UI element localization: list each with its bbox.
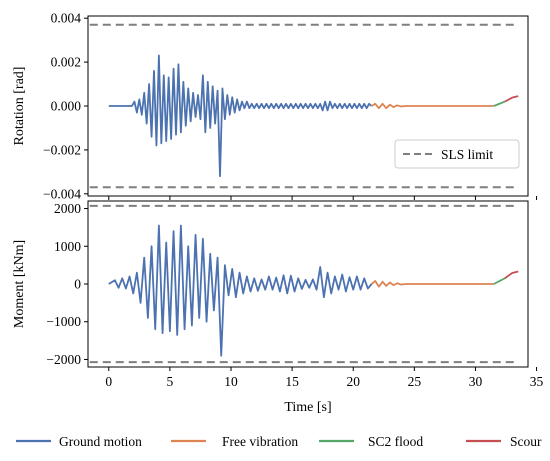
moment-y-tick-label: 1000 (54, 239, 81, 254)
rotation-series-free-vibration (371, 102, 494, 110)
rotation-y-tick-label: −0.004 (43, 186, 81, 201)
moment-x-tick-label: 5 (167, 374, 174, 389)
moment-x-tick-label: 30 (469, 374, 483, 389)
rotation-series-ground-motion (108, 54, 373, 178)
moment-x-tick-label: 20 (346, 374, 360, 389)
rotation-y-tick-label: 0.002 (51, 55, 81, 70)
sls-legend-label: SLS limit (441, 147, 493, 162)
rotation-y-axis-label: Rotation [rad] (12, 67, 27, 146)
moment-x-ticks: 0 5 10 15 20 25 30 35 (105, 367, 544, 389)
legend-label-scour: Scour (510, 434, 542, 449)
moment-series (108, 224, 519, 357)
rotation-panel: −0.004 −0.002 0.000 0.002 0.004 Rotation [ra… (12, 11, 538, 201)
rotation-series (108, 54, 519, 178)
rotation-y-tick-label: 0.004 (51, 11, 82, 26)
sls-limit-lines (89, 23, 519, 189)
rotation-series-scour (504, 95, 519, 103)
moment-series-ground-motion (108, 224, 373, 357)
moment-y-tick-label: 0 (74, 277, 81, 292)
rotation-y-ticks: −0.004 −0.002 0.000 0.002 0.004 (43, 11, 88, 201)
legend-label-ground-motion: Ground motion (59, 434, 142, 449)
sls-legend-frame (394, 139, 520, 169)
moment-x-tick-label: 35 (530, 374, 544, 389)
rotation-series-sc2-flood (493, 100, 506, 107)
moment-x-tick-label: 0 (105, 374, 112, 389)
moment-y-tick-label: 2000 (54, 201, 81, 216)
legend-label-free-vibration: Free vibration (222, 434, 298, 449)
moment-limit-lines (89, 204, 519, 364)
moment-x-tick-label: 10 (224, 374, 238, 389)
rotation-y-tick-label: −0.002 (43, 142, 81, 157)
moment-y-tick-label: −2000 (46, 352, 81, 367)
moment-panel: −2000 −1000 0 1000 2000 0 5 10 15 20 25 30 35 Momen… (12, 200, 544, 415)
moment-series-free-vibration (370, 280, 494, 288)
moment-series-sc2-flood (493, 277, 506, 285)
x-axis-label: Time [s] (284, 400, 331, 415)
rotation-y-tick-label: 0.000 (51, 99, 82, 114)
moment-series-scour (504, 270, 519, 280)
moment-x-tick-label: 25 (408, 374, 422, 389)
rotation-x-ticks (108, 196, 538, 200)
moment-y-axis-label: Moment [kNm] (12, 240, 27, 328)
moment-y-tick-label: −1000 (46, 314, 81, 329)
legend-label-sc2-flood: SC2 flood (368, 434, 423, 449)
moment-y-ticks: −2000 −1000 0 1000 2000 (46, 201, 88, 367)
moment-x-tick-label: 15 (285, 374, 299, 389)
sls-legend: SLS limit (394, 139, 520, 169)
series-legend: Ground motion Free vibration SC2 flood S… (16, 434, 542, 449)
